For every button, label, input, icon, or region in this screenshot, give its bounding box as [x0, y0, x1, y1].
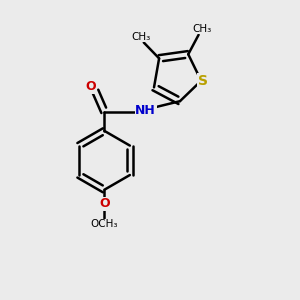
Text: OCH₃: OCH₃: [91, 220, 118, 230]
Text: NH: NH: [135, 104, 156, 117]
Text: S: S: [198, 74, 208, 88]
Text: O: O: [86, 80, 96, 93]
Text: CH₃: CH₃: [192, 24, 211, 34]
Text: CH₃: CH₃: [131, 32, 151, 42]
Text: O: O: [99, 197, 110, 210]
